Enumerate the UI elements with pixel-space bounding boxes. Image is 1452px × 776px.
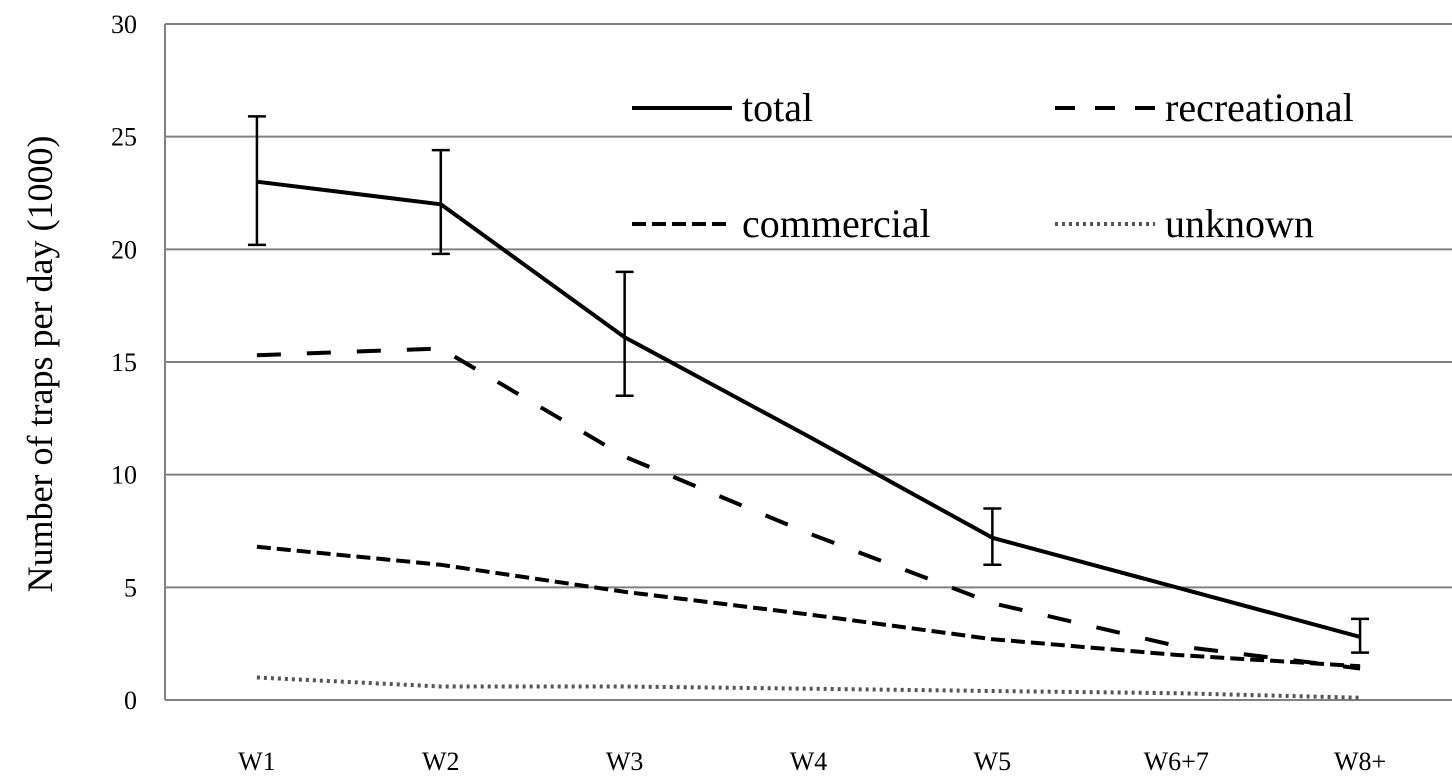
x-tick-label: W8+	[1334, 747, 1386, 776]
x-tick-label: W4	[790, 747, 828, 776]
error-bars	[247, 115, 1370, 654]
x-tick-label: W5	[974, 747, 1012, 776]
y-tick-label: 20	[111, 235, 137, 264]
y-tick-label: 0	[124, 686, 137, 715]
legend-label-total: total	[742, 85, 813, 130]
y-tick-label: 10	[111, 461, 137, 490]
x-tick-label: W1	[238, 747, 276, 776]
y-tick-label: 15	[111, 348, 137, 377]
y-axis-title: Number of traps per day (1000)	[20, 136, 60, 593]
series-line-recreational	[256, 346, 1361, 671]
series-lines	[256, 179, 1361, 700]
legend-label-commercial: commercial	[742, 201, 931, 246]
grid-lines	[164, 23, 1452, 701]
x-tick-label: W3	[606, 747, 644, 776]
x-tick-label: W6+7	[1144, 747, 1209, 776]
legend: total recreational commercial unknown	[632, 85, 1354, 246]
y-tick-label: 25	[111, 123, 137, 152]
y-tick-label: 5	[124, 573, 137, 602]
legend-label-unknown: unknown	[1165, 201, 1314, 246]
series-line-commercial	[256, 544, 1361, 669]
legend-label-recreational: recreational	[1165, 85, 1354, 130]
series-line-unknown	[256, 675, 1361, 700]
x-tick-labels: W1 W2 W3 W4 W5 W6+7 W8+	[238, 747, 1386, 776]
x-tick-label: W2	[422, 747, 460, 776]
y-tick-label: 30	[111, 10, 137, 39]
y-tick-labels: 0 5 10 15 20 25 30	[111, 10, 137, 715]
